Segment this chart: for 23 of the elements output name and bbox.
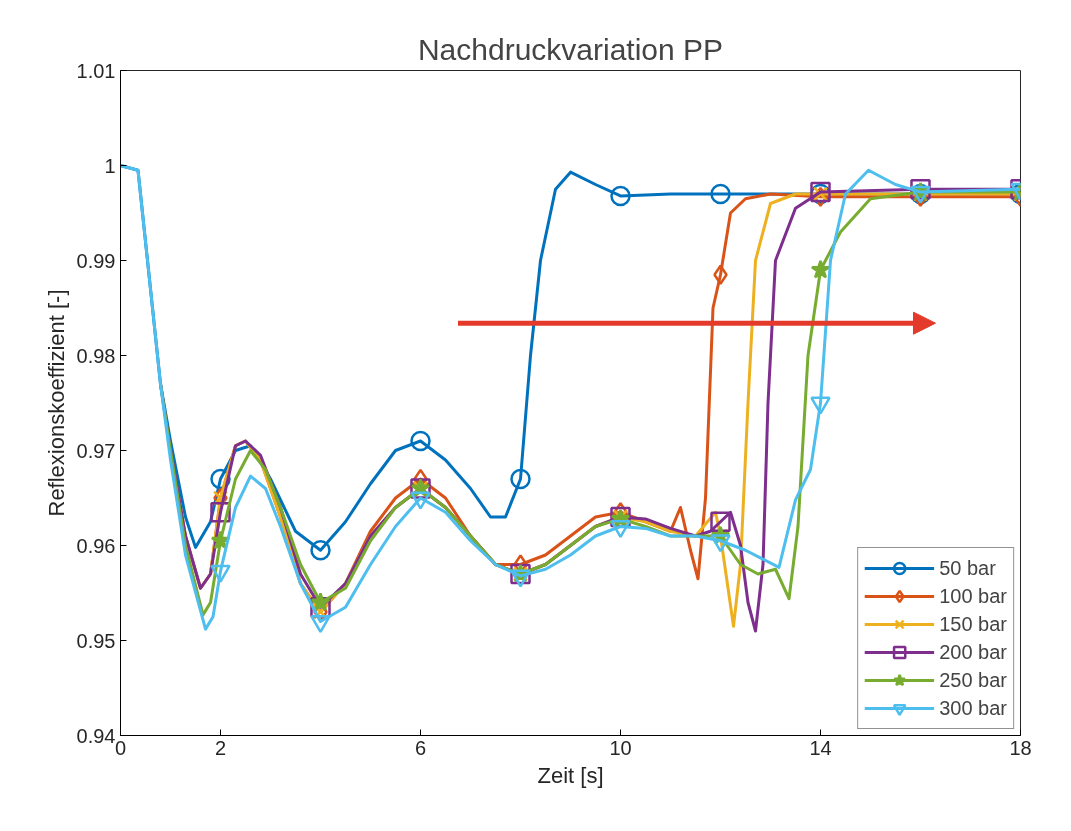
legend-label: 50 bar xyxy=(939,555,996,581)
legend-label: 250 bar xyxy=(939,667,1007,693)
y-tick-label: 0.97 xyxy=(76,439,116,462)
legend-label: 300 bar xyxy=(939,695,1007,721)
x-tick-label: 18 xyxy=(1009,736,1032,759)
x-tick-label: 14 xyxy=(809,736,832,759)
legend-label: 200 bar xyxy=(939,639,1007,665)
legend-label: 150 bar xyxy=(939,611,1007,637)
x-tick-label: 2 xyxy=(214,736,227,759)
y-tick-label: 0.99 xyxy=(76,249,116,272)
y-tick-label: 1.01 xyxy=(76,59,116,82)
legend-label: 100 bar xyxy=(939,583,1007,609)
x-axis-title: Zeit [s] xyxy=(537,762,604,788)
y-tick-label: 0.95 xyxy=(76,629,116,652)
x-tick-label: 0 xyxy=(114,736,127,759)
x-tick-label: 6 xyxy=(414,736,427,759)
y-tick-label: 0.98 xyxy=(76,344,116,367)
y-tick-label: 1 xyxy=(104,154,116,177)
y-tick-label: 0.96 xyxy=(76,534,116,557)
y-tick-label: 0.94 xyxy=(76,724,116,747)
x-tick-label: 10 xyxy=(609,736,632,759)
y-axis-title: Reflexionskoeffizient [-] xyxy=(43,289,69,517)
chart-title: Nachdruckvariation PP xyxy=(417,32,724,66)
